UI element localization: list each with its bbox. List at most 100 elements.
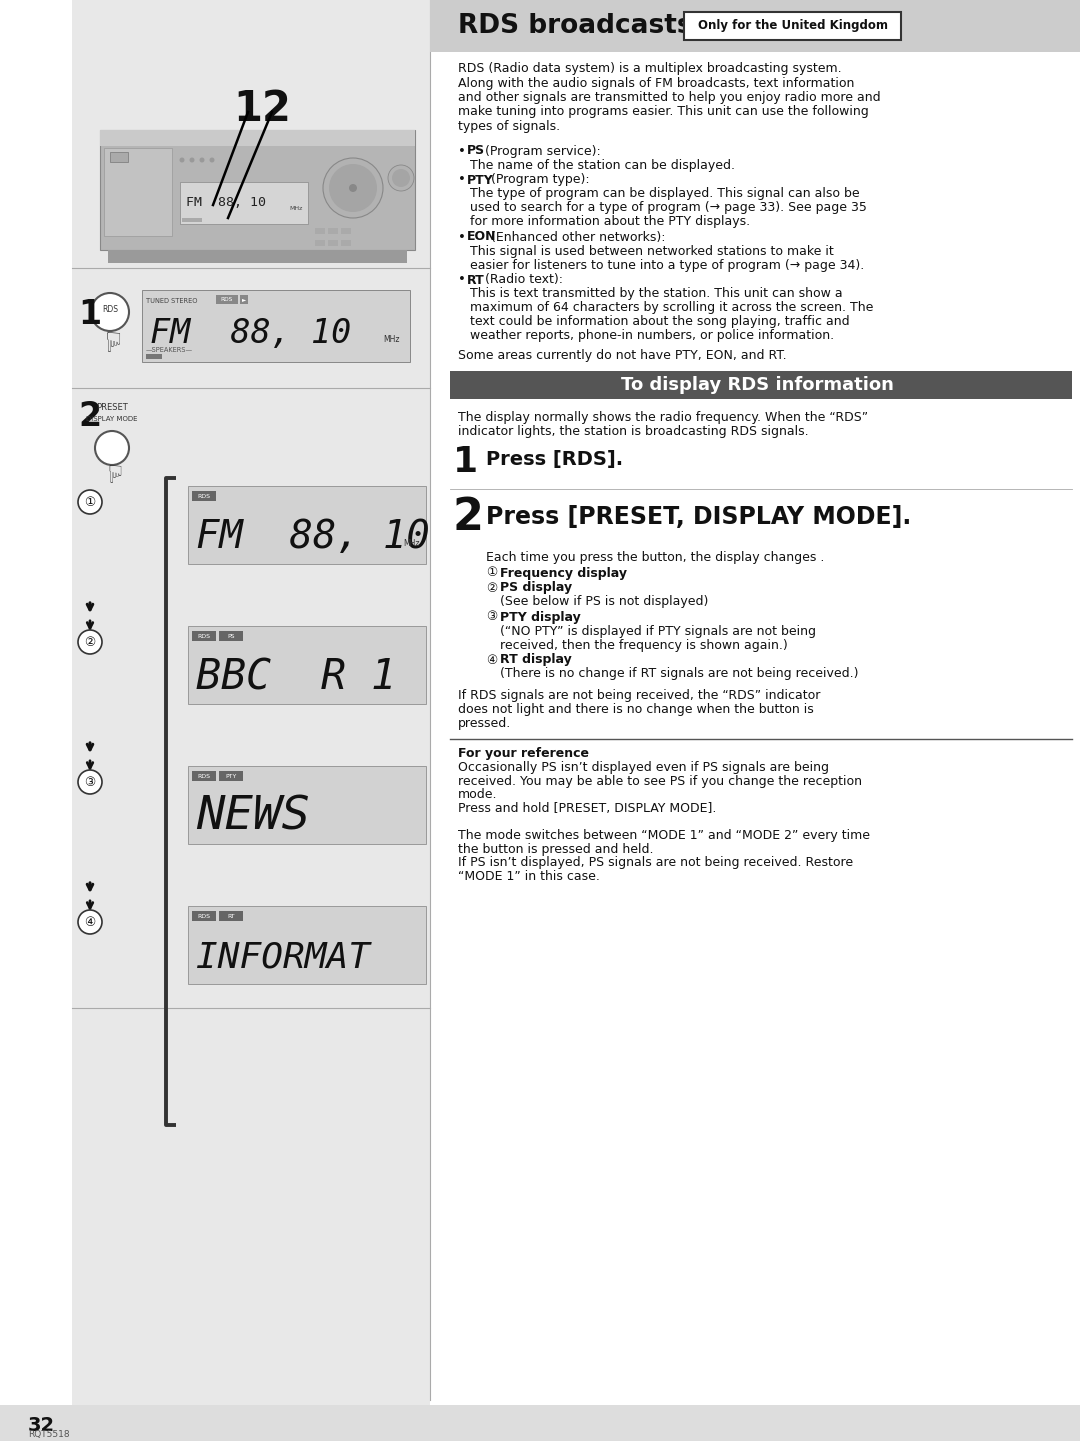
Text: ③: ③ <box>486 611 497 624</box>
Text: RDS: RDS <box>198 493 211 499</box>
Bar <box>100 130 415 249</box>
Bar <box>219 631 243 641</box>
Text: for more information about the PTY displays.: for more information about the PTY displ… <box>470 216 751 229</box>
FancyBboxPatch shape <box>684 12 901 40</box>
Text: PRESET: PRESET <box>96 403 127 412</box>
Text: received. You may be able to see PS if you change the reception: received. You may be able to see PS if y… <box>458 775 862 788</box>
Text: Along with the audio signals of FM broadcasts, text information: Along with the audio signals of FM broad… <box>458 76 854 89</box>
Text: RDS: RDS <box>220 297 233 303</box>
Text: weather reports, phone-in numbers, or police information.: weather reports, phone-in numbers, or po… <box>470 330 834 343</box>
Circle shape <box>179 157 185 163</box>
Text: RDS (Radio data system) is a multiplex broadcasting system.: RDS (Radio data system) is a multiplex b… <box>458 62 841 75</box>
Text: ►: ► <box>242 297 246 303</box>
Text: TUNED STEREO: TUNED STEREO <box>146 298 198 304</box>
Text: (Program service):: (Program service): <box>481 144 600 157</box>
Bar <box>192 771 216 781</box>
Bar <box>141 290 410 362</box>
Bar <box>192 631 216 641</box>
Text: 1: 1 <box>453 444 478 478</box>
Circle shape <box>78 911 102 934</box>
Text: 32: 32 <box>28 1417 55 1435</box>
Text: ☝: ☝ <box>103 324 120 352</box>
Text: To display RDS information: To display RDS information <box>621 376 893 393</box>
Text: RDS: RDS <box>102 304 118 314</box>
Text: The type of program can be displayed. This signal can also be: The type of program can be displayed. Th… <box>470 187 860 200</box>
Text: RDS: RDS <box>198 914 211 918</box>
Text: mode.: mode. <box>458 788 498 801</box>
Text: Some areas currently do not have PTY, EON, and RT.: Some areas currently do not have PTY, EO… <box>458 349 786 362</box>
Text: The mode switches between “MODE 1” and “MODE 2” every time: The mode switches between “MODE 1” and “… <box>458 829 870 842</box>
Circle shape <box>349 184 357 192</box>
Bar <box>450 370 1072 399</box>
Text: 2: 2 <box>453 497 484 539</box>
Text: PS: PS <box>227 634 234 638</box>
Bar <box>100 130 415 146</box>
Bar <box>188 625 426 705</box>
Text: pressed.: pressed. <box>458 716 511 729</box>
Text: DISPLAY MODE: DISPLAY MODE <box>86 416 138 422</box>
Bar <box>341 241 351 246</box>
Text: ①: ① <box>486 566 497 579</box>
Bar <box>0 1405 1080 1441</box>
Text: PTY: PTY <box>467 173 494 186</box>
Bar <box>216 295 238 304</box>
Text: maximum of 64 characters by scrolling it across the screen. The: maximum of 64 characters by scrolling it… <box>470 301 874 314</box>
Circle shape <box>210 157 215 163</box>
Text: RT: RT <box>467 274 485 287</box>
Text: 1: 1 <box>78 298 102 331</box>
Text: FM  88, 10: FM 88, 10 <box>195 517 430 556</box>
Bar <box>341 228 351 233</box>
Text: PTY: PTY <box>226 774 237 778</box>
Bar <box>192 911 216 921</box>
Text: The display normally shows the radio frequency. When the “RDS”: The display normally shows the radio fre… <box>458 411 868 424</box>
Text: This is text transmitted by the station. This unit can show a: This is text transmitted by the station.… <box>470 288 842 301</box>
Text: “MODE 1” in this case.: “MODE 1” in this case. <box>458 869 599 882</box>
Text: does not light and there is no change when the button is: does not light and there is no change wh… <box>458 703 813 716</box>
Text: The name of the station can be displayed.: The name of the station can be displayed… <box>470 159 735 171</box>
Bar <box>104 148 172 236</box>
Text: (There is no change if RT signals are not being received.): (There is no change if RT signals are no… <box>500 667 859 680</box>
Circle shape <box>78 769 102 794</box>
Text: ☝: ☝ <box>106 458 121 481</box>
Text: ④: ④ <box>486 654 497 667</box>
Text: •: • <box>458 274 465 287</box>
Text: This signal is used between networked stations to make it: This signal is used between networked st… <box>470 245 834 258</box>
Circle shape <box>189 157 194 163</box>
Text: MHz: MHz <box>289 206 303 212</box>
Text: RDS broadcasts: RDS broadcasts <box>458 13 692 39</box>
Text: received, then the frequency is shown again.): received, then the frequency is shown ag… <box>500 638 787 651</box>
Text: EON: EON <box>467 231 497 244</box>
Text: FM  88, 10: FM 88, 10 <box>150 317 351 350</box>
Text: PTY display: PTY display <box>500 611 581 624</box>
Bar <box>188 486 426 563</box>
Text: ②: ② <box>486 582 497 595</box>
Text: (Enhanced other networks):: (Enhanced other networks): <box>487 231 666 244</box>
Text: Press [RDS].: Press [RDS]. <box>486 451 623 470</box>
Text: and other signals are transmitted to help you enjoy radio more and: and other signals are transmitted to hel… <box>458 91 880 104</box>
Bar <box>188 767 426 844</box>
Bar <box>328 228 338 233</box>
Text: used to search for a type of program (→ page 33). See page 35: used to search for a type of program (→ … <box>470 202 867 215</box>
Text: types of signals.: types of signals. <box>458 120 561 133</box>
Circle shape <box>78 490 102 514</box>
Text: indicator lights, the station is broadcasting RDS signals.: indicator lights, the station is broadca… <box>458 425 809 438</box>
Text: (Radio text):: (Radio text): <box>481 274 563 287</box>
Bar <box>0 0 430 1441</box>
Text: BBC  R 1: BBC R 1 <box>195 656 396 697</box>
Text: 12: 12 <box>233 88 291 130</box>
Text: MHz: MHz <box>383 336 400 344</box>
Text: RDS: RDS <box>198 774 211 778</box>
Bar <box>146 354 162 359</box>
Text: Only for the United Kingdom: Only for the United Kingdom <box>698 20 888 33</box>
Text: •: • <box>458 231 465 244</box>
Text: If RDS signals are not being received, the “RDS” indicator: If RDS signals are not being received, t… <box>458 689 821 702</box>
Text: PS: PS <box>467 144 485 157</box>
Text: NEWS: NEWS <box>195 794 310 840</box>
Bar <box>0 0 72 1441</box>
Text: PS display: PS display <box>500 582 572 595</box>
Bar <box>315 241 325 246</box>
Bar <box>219 911 243 921</box>
Text: •: • <box>458 173 465 186</box>
Circle shape <box>95 431 129 465</box>
Bar <box>430 0 1080 1441</box>
